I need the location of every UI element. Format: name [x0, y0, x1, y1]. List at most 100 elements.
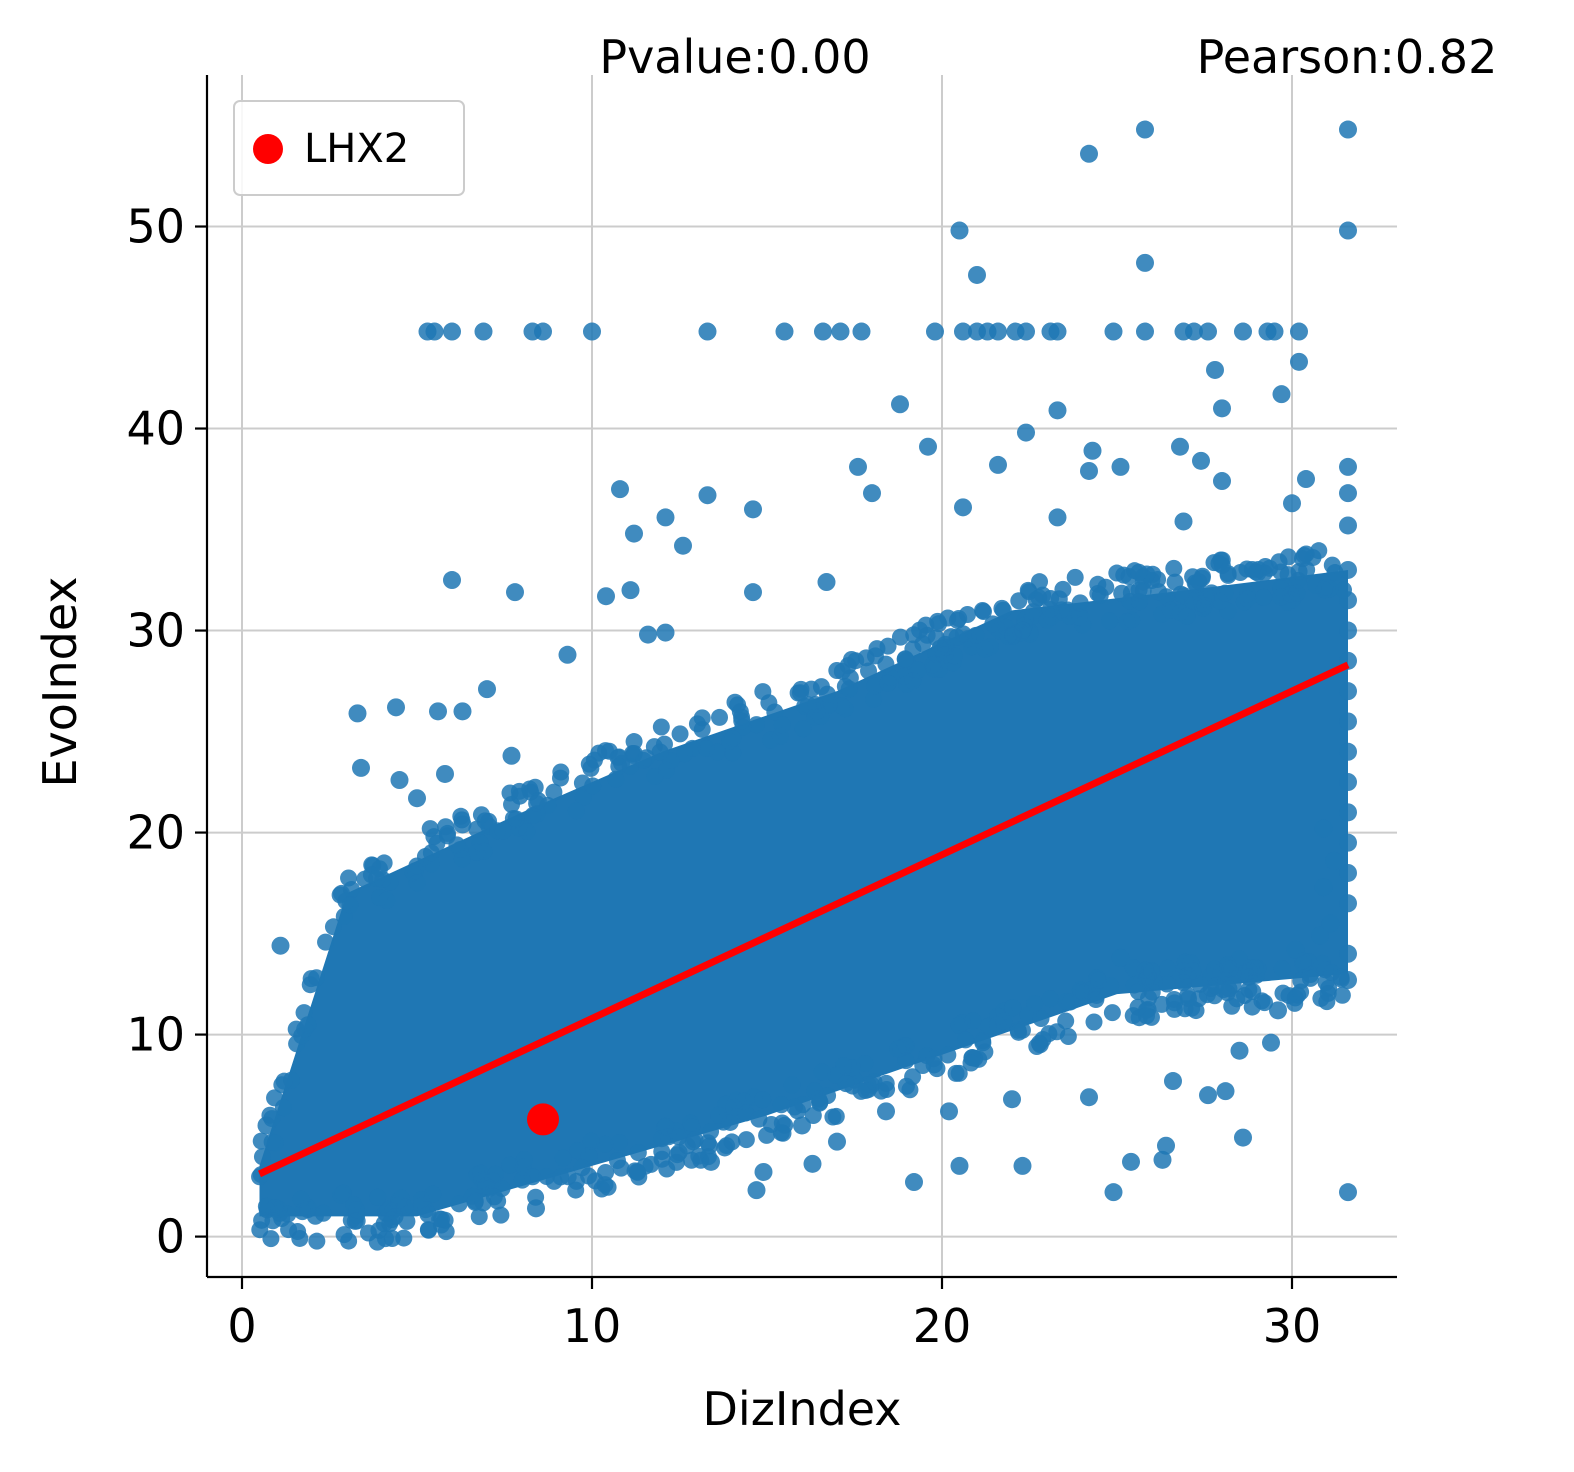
scatter-point — [1219, 565, 1237, 583]
x-tick-label: 10 — [563, 1299, 622, 1353]
scatter-point — [828, 661, 846, 679]
scatter-point — [514, 1158, 532, 1176]
scatter-point — [1339, 742, 1357, 761]
scatter-point — [432, 1210, 450, 1228]
scatter-point — [1125, 976, 1143, 994]
scatter-point — [1191, 975, 1209, 993]
scatter-point — [280, 1221, 298, 1239]
scatter-point — [554, 1149, 572, 1167]
scatter-point — [1013, 1156, 1032, 1175]
scatter-point — [1111, 948, 1130, 967]
scatter-point — [693, 709, 711, 727]
scatter-point — [786, 1098, 804, 1116]
y-tick-label: 30 — [126, 604, 185, 658]
scatter-point — [1279, 566, 1297, 584]
scatter-point — [1219, 955, 1237, 973]
scatter-point — [628, 1163, 646, 1181]
scatter-point — [582, 1132, 600, 1150]
scatter-point — [1138, 1007, 1156, 1025]
scatter-point — [1010, 1023, 1028, 1041]
scatter-point — [1012, 624, 1030, 642]
scatter-point — [1091, 586, 1109, 604]
scatter-point — [501, 1156, 519, 1174]
scatter-point — [296, 1020, 314, 1038]
scatter-point — [597, 587, 615, 606]
scatter-point — [1219, 602, 1237, 620]
scatter-point — [356, 870, 374, 888]
scatter-point — [1339, 863, 1357, 882]
scatter-point — [1003, 1090, 1021, 1109]
scatter-point — [1184, 962, 1202, 980]
scatter-point — [1080, 461, 1098, 480]
dense-point-cloud — [251, 542, 1353, 1251]
y-tick-label: 50 — [126, 200, 185, 254]
scatter-point — [747, 716, 765, 734]
scatter-point — [674, 536, 692, 555]
scatter-point — [891, 395, 909, 414]
scatter-point — [877, 1074, 895, 1092]
scatter-point — [352, 758, 370, 777]
scatter-point — [904, 672, 922, 690]
scatter-point — [527, 1199, 545, 1218]
scatter-point — [1339, 591, 1357, 610]
dense-cloud-area — [259, 569, 1348, 1217]
scatter-point — [820, 696, 838, 714]
scatter-point — [754, 1091, 772, 1109]
scatter-point — [429, 702, 447, 721]
scatter-point — [1085, 1013, 1103, 1031]
scatter-point — [1048, 322, 1067, 341]
scatter-point — [1339, 621, 1357, 640]
scatter-point — [989, 1015, 1007, 1033]
scatter-point — [698, 322, 717, 341]
scatter-point — [308, 1232, 326, 1250]
scatter-point — [1339, 803, 1357, 822]
scatter-point — [1136, 120, 1154, 139]
scatter-point — [1103, 1004, 1121, 1022]
scatter-point — [1213, 399, 1231, 418]
scatter-point — [381, 873, 399, 891]
scatter-point — [417, 1201, 435, 1219]
scatter-point — [348, 1212, 366, 1230]
scatter-point — [954, 498, 972, 517]
axes — [205, 75, 1397, 1279]
scatter-point — [387, 698, 405, 717]
scatter-point — [1339, 516, 1357, 535]
scatter-point — [744, 500, 762, 519]
scatter-point — [1339, 971, 1357, 990]
scatter-point — [513, 1171, 531, 1189]
scatter-point — [1185, 322, 1203, 341]
scatter-point — [1161, 601, 1179, 619]
scatter-point — [625, 524, 643, 543]
scatter-point — [1017, 423, 1035, 442]
scatter-point — [891, 628, 909, 646]
y-tick-label: 40 — [126, 402, 185, 456]
scatter-point — [1150, 583, 1168, 601]
scatter-point — [282, 1071, 300, 1089]
scatter-point — [896, 650, 914, 668]
scatter-point — [1339, 484, 1357, 503]
scatter-point — [1159, 959, 1177, 977]
scatter-point — [950, 1064, 968, 1082]
scatter-point — [583, 322, 601, 341]
scatter-point — [450, 1195, 468, 1213]
scatter-point — [1339, 833, 1357, 852]
scatter-point — [1273, 960, 1291, 978]
scatter-point — [253, 1148, 271, 1166]
x-axis-title: DizIndex — [703, 1382, 902, 1436]
scatter-point — [453, 850, 471, 868]
scatter-point — [754, 1162, 773, 1181]
scatter-point — [1230, 1041, 1249, 1060]
scatter-point — [424, 1185, 442, 1203]
scatter-point — [925, 660, 943, 678]
scatter-point — [860, 662, 878, 680]
scatter-point — [569, 1142, 587, 1160]
ticks: 0 10 20 30 0 10 20 30 40 50 — [126, 200, 1321, 1353]
scatter-point — [667, 1122, 685, 1140]
scatter-point — [492, 1206, 510, 1224]
pvalue-annotation: Pvalue:0.00 — [599, 30, 870, 84]
regression-line-group — [258, 661, 1350, 1178]
scatter-point — [470, 1208, 488, 1226]
scatter-point — [1104, 1183, 1123, 1202]
scatter-point — [1080, 1088, 1098, 1107]
